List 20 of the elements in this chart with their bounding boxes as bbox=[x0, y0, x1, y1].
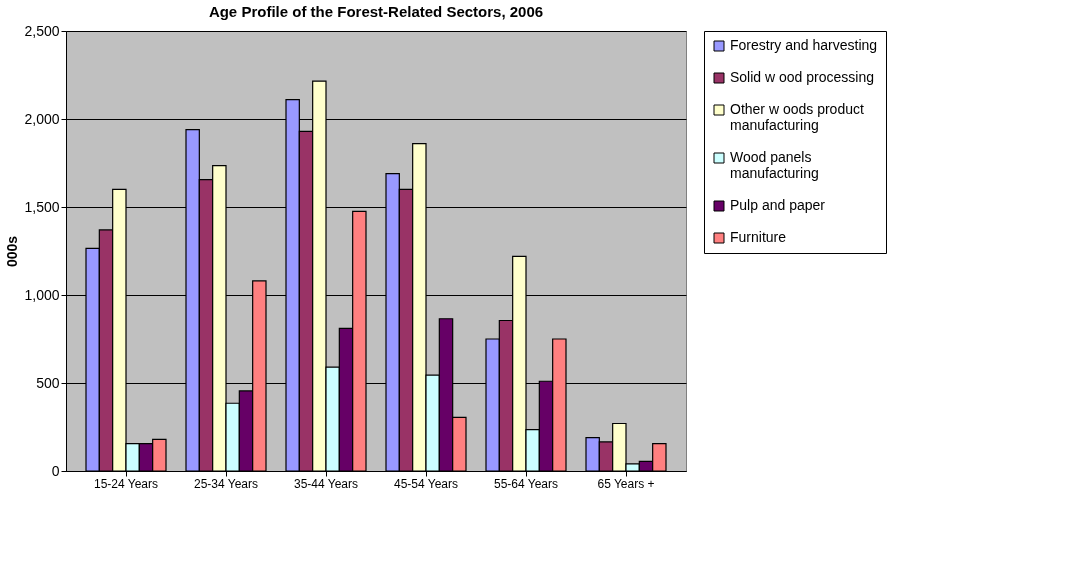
chart-title: Age Profile of the Forest-Related Sectors, 2006 bbox=[208, 3, 544, 20]
x-tick-label: 15-24 Years bbox=[93, 476, 159, 491]
x-tick-label: 25-34 Years bbox=[193, 476, 259, 491]
y-tick-label: 0 bbox=[51, 462, 60, 479]
x-tick-label: 35-44 Years bbox=[293, 476, 359, 491]
y-tick-label: 1,000 bbox=[24, 286, 60, 303]
y-axis-title: 000s bbox=[4, 235, 21, 268]
x-tick-label: 55-64 Years bbox=[493, 476, 559, 491]
legend-label: Furniture bbox=[730, 229, 787, 245]
y-tick-label: 500 bbox=[36, 374, 60, 391]
legend-label: Other w oods product manufacturing bbox=[730, 101, 864, 133]
x-tick-label: 45-54 Years bbox=[393, 476, 459, 491]
legend-label: Pulp and paper bbox=[730, 197, 826, 213]
y-tick-label: 2,500 bbox=[24, 22, 60, 39]
legend-label: Forestry and harvesting bbox=[730, 37, 878, 53]
y-tick-label: 2,000 bbox=[24, 110, 60, 127]
x-tick-label: 65 Years + bbox=[597, 476, 655, 491]
y-tick-label: 1,500 bbox=[24, 198, 60, 215]
legend-label: Wood panels manufacturing bbox=[730, 149, 819, 181]
legend-label: Solid w ood processing bbox=[730, 69, 874, 85]
